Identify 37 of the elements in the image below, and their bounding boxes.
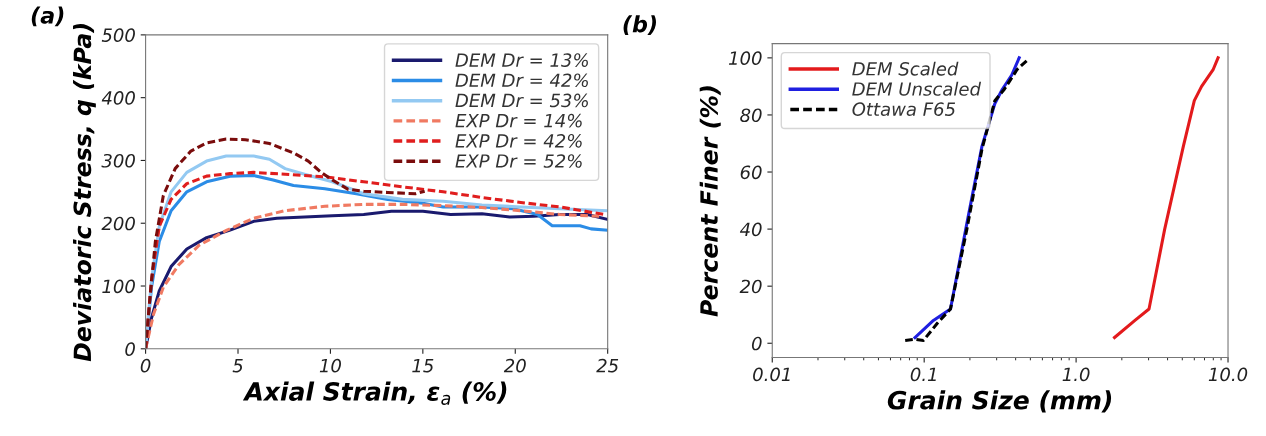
legend-label: EXP Dr = 52%: [455, 154, 582, 168]
legend-label: DEM Scaled: [852, 61, 959, 76]
x-tick-label: 0.01: [753, 367, 790, 382]
x-tick-label: 25: [596, 358, 619, 373]
legend-label: DEM Dr = 53%: [455, 93, 588, 108]
legend-label: DEM Dr = 42%: [455, 73, 588, 88]
y-tick-label: 500: [101, 28, 135, 42]
x-tick-label: 10: [319, 358, 342, 373]
legend-label: EXP Dr = 42%: [455, 133, 582, 148]
y-tick-label: 80: [740, 108, 762, 123]
y-tick-label: 300: [101, 153, 135, 168]
legend-label: Ottawa F65: [852, 102, 956, 116]
x-tick-label: 0: [140, 358, 151, 373]
y-tick-label: 200: [101, 216, 135, 231]
chart-title: (a): [31, 6, 64, 27]
y-tick-label: 0: [125, 342, 135, 356]
x-tick-label: 20: [503, 358, 526, 373]
y-tick-label: 100: [728, 51, 762, 65]
y-tick-label: 60: [740, 165, 762, 180]
chart-title: (b): [623, 15, 657, 36]
x-tick-label: 15: [412, 359, 434, 373]
y-tick-label: 400: [101, 91, 135, 105]
legend-label: DEM Unscaled: [852, 81, 982, 96]
x-tick-label: 0.1: [910, 367, 936, 382]
x-tick-label: 10.0: [1208, 367, 1248, 382]
y-axis-title: Deviatoric Stress, q (kPa): [73, 24, 96, 362]
y-tick-label: 0: [751, 336, 762, 351]
legend-label: DEM Dr = 13%: [455, 53, 588, 67]
legend-label: EXP Dr = 14%: [455, 113, 582, 128]
y-tick-label: 20: [739, 279, 762, 294]
y-tick-label: 40: [739, 222, 762, 237]
x-axis-title: Axial Strain, ε$_{a}$ (%): [242, 381, 507, 405]
x-tick-label: 1.0: [1062, 367, 1090, 382]
y-tick-label: 100: [102, 279, 135, 294]
y-axis-title: Percent Finer (%): [699, 86, 721, 317]
x-tick-label: 5: [232, 359, 243, 373]
x-axis-title: Grain Size (mm): [887, 390, 1112, 413]
